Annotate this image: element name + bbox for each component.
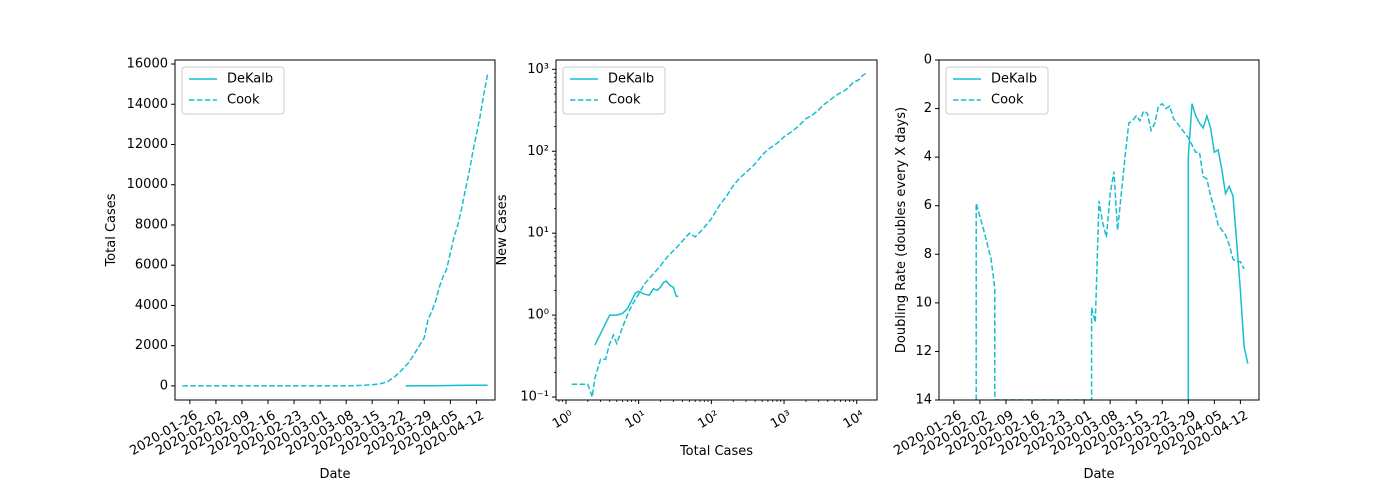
y-tick-label: 10000: [127, 177, 168, 192]
y-tick-label: 16000: [127, 57, 168, 72]
y-axis-label: Total Cases: [104, 193, 119, 267]
y-tick-label: 10⁻¹: [520, 390, 549, 405]
x-tick-label: 10³: [768, 408, 794, 432]
y-tick-label: 10: [915, 295, 932, 310]
legend-label-cook: Cook: [991, 93, 1024, 108]
legend: DeKalb Cook: [181, 66, 285, 115]
x-tick-label: 10¹: [623, 408, 649, 432]
y-tick-label: 8000: [135, 217, 168, 232]
series-line-cook: [975, 102, 1245, 400]
legend-label-cook: Cook: [608, 93, 641, 108]
y-tick-label: 6: [924, 198, 932, 213]
y-tick-label: 14000: [127, 97, 168, 112]
legend-label-dekalb: DeKalb: [227, 72, 273, 87]
y-tick-label: 10²: [527, 144, 549, 159]
panel-1: 2020-01-262020-02-022020-02-092020-02-16…: [104, 57, 496, 482]
x-axis-label: Date: [1083, 467, 1114, 482]
legend: DeKalb Cook: [945, 66, 1049, 115]
series-line-cook: [571, 72, 868, 398]
axes-frame: [555, 59, 878, 401]
y-tick-label: 2: [924, 101, 932, 116]
axes-frame: [938, 59, 1260, 401]
x-tick-label: 10⁴: [841, 408, 867, 432]
y-tick-label: 6000: [135, 258, 168, 273]
y-tick-label: 14: [915, 393, 932, 408]
y-tick-label: 0: [924, 53, 932, 68]
y-tick-label: 0: [160, 378, 168, 393]
legend-label-dekalb: DeKalb: [608, 72, 654, 87]
y-tick-label: 4: [924, 150, 932, 165]
x-tick-label: 10²: [695, 408, 721, 432]
series-line-cook: [182, 73, 489, 387]
y-tick-label: 12000: [127, 137, 168, 152]
legend: DeKalb Cook: [562, 66, 666, 115]
y-tick-label: 8: [924, 247, 932, 262]
y-tick-label: 10³: [527, 62, 549, 77]
legend-label-cook: Cook: [227, 93, 260, 108]
axes-frame: [174, 59, 496, 401]
y-tick-label: 10¹: [527, 226, 549, 241]
legend-label-dekalb: DeKalb: [991, 72, 1037, 87]
y-tick-label: 4000: [135, 298, 168, 313]
y-tick-label: 2000: [135, 338, 168, 353]
series-line-dekalb: [1187, 103, 1249, 400]
y-axis-label: Doubling Rate (doubles every X days): [894, 107, 909, 353]
series-line-dekalb: [594, 280, 679, 346]
y-axis-label: New Cases: [495, 194, 510, 265]
x-axis-label: Total Cases: [679, 444, 753, 459]
panel-3: 2020-01-262020-02-022020-02-092020-02-16…: [891, 53, 1260, 482]
x-axis-label: Date: [319, 467, 350, 482]
y-tick-label: 10⁰: [527, 308, 549, 323]
series-line-dekalb: [405, 384, 488, 387]
y-tick-label: 12: [915, 344, 932, 359]
x-tick-label: 10⁰: [550, 408, 576, 432]
